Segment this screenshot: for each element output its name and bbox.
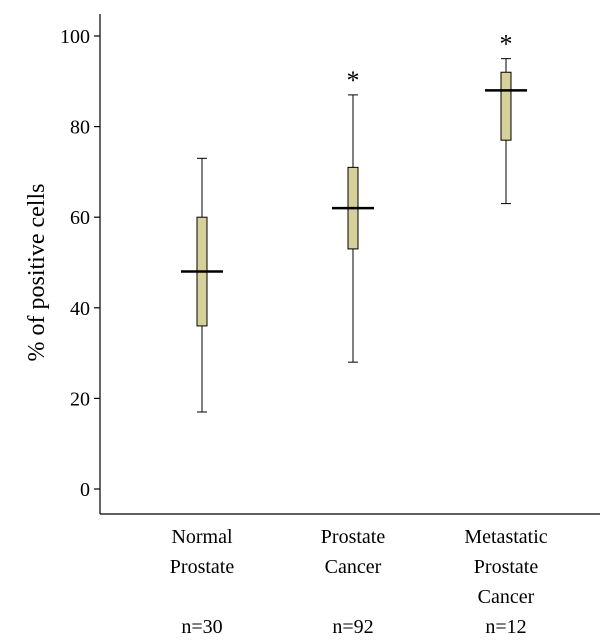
x-category-label: Cancer [478,586,535,608]
y-tick-label: 80 [70,117,90,139]
sample-size-label: n=30 [181,616,222,638]
y-tick-label: 20 [70,388,90,410]
y-axis-title: % of positive cells [24,184,50,362]
y-tick-label: 0 [80,479,90,501]
x-category-label: Cancer [325,556,382,578]
significance-asterisk: * [500,30,513,59]
significance-asterisk: * [347,66,360,95]
x-category-label: Normal [171,526,233,548]
y-tick-label: 100 [60,26,90,48]
y-tick-label: 60 [70,207,90,229]
x-category-label: Metastatic [464,526,547,548]
x-category-label: Prostate [170,556,235,578]
sample-size-label: n=92 [332,616,373,638]
x-category-label: Prostate [321,526,386,548]
y-tick-label: 40 [70,298,90,320]
x-category-label: Prostate [474,556,539,578]
iqr-box [500,71,512,141]
sample-size-label: n=12 [485,616,526,638]
